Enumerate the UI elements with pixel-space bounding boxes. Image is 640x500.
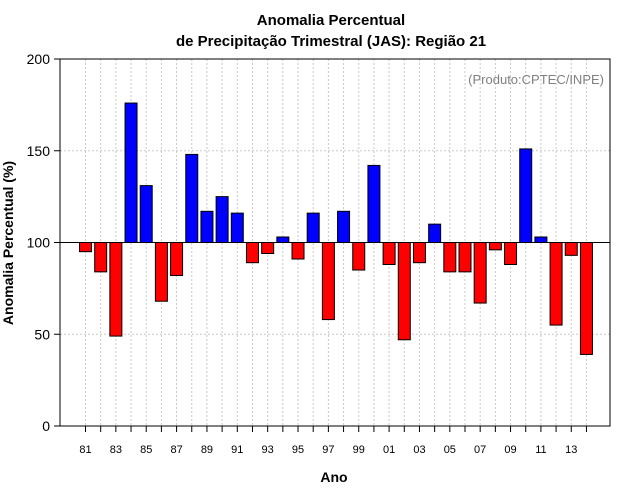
x-tick-label-83: 83: [110, 444, 122, 456]
x-tick-label-89: 89: [201, 444, 213, 456]
x-tick-label-81: 81: [79, 444, 91, 456]
bar-00: [367, 164, 381, 243]
bar-03: [412, 242, 426, 264]
x-tick-label-13: 13: [565, 444, 577, 456]
x-tick-label-97: 97: [322, 444, 334, 456]
x-tick-label-87: 87: [170, 444, 182, 456]
x-tick-label-05: 05: [444, 444, 456, 456]
chart-title-line-1: Anomalia Percentual: [257, 12, 405, 29]
y-tick-label-0: 0: [42, 418, 50, 434]
y-tick-label-150: 150: [27, 143, 51, 159]
x-tick-label-07: 07: [474, 444, 486, 456]
bar-13: [564, 242, 578, 256]
bars: [79, 102, 593, 355]
bar-90: [215, 196, 229, 243]
bar-95: [291, 242, 305, 260]
bar-99: [352, 242, 366, 271]
bar-89: [200, 210, 214, 243]
credit-annotation: (Produto:CPTEC/INPE): [468, 72, 604, 87]
x-tick-label-95: 95: [292, 444, 304, 456]
x-tick-label-01: 01: [383, 444, 395, 456]
bar-08: [488, 242, 502, 251]
x-axis-label: Ano: [320, 469, 347, 485]
grid-lines: [60, 58, 610, 427]
bar-06: [458, 242, 472, 273]
bar-85: [139, 185, 153, 244]
bar-11: [534, 236, 548, 243]
x-tick-label-03: 03: [413, 444, 425, 456]
bar-94: [276, 236, 290, 243]
y-tick-label-200: 200: [27, 51, 51, 67]
x-tick-label-11: 11: [535, 444, 546, 456]
y-tick-label-100: 100: [27, 235, 51, 251]
bar-97: [321, 242, 335, 321]
chart-title-line-2: de Precipitação Trimestral (JAS): Região…: [176, 33, 486, 50]
bar-98: [337, 210, 351, 243]
x-tick-label-91: 91: [231, 444, 243, 456]
bar-81: [79, 242, 92, 253]
bar-88: [185, 153, 199, 243]
x-tick-label-93: 93: [262, 444, 274, 456]
x-tick-label-99: 99: [353, 444, 365, 456]
bar-86: [154, 242, 168, 302]
bar-09: [504, 242, 518, 266]
bar-04: [428, 223, 442, 243]
x-axis: 81 83 85 87 89 91 93 95 97 99 01 03 05 07 09 11 13: [79, 426, 587, 456]
bar-96: [306, 212, 320, 243]
bar-91: [230, 212, 244, 243]
bar-93: [261, 242, 275, 255]
bar-87: [170, 242, 184, 277]
bar-14: [579, 242, 593, 355]
bar-83: [109, 242, 123, 337]
bar-02: [397, 242, 411, 341]
y-axis-label: Anomalia Percentual (%): [0, 161, 16, 325]
bar-12: [549, 242, 563, 326]
bar-84: [124, 102, 138, 244]
bar-07: [473, 242, 487, 304]
bar-05: [443, 242, 457, 273]
y-tick-label-50: 50: [34, 326, 50, 342]
bar-10: [519, 148, 533, 243]
y-axis: 0 50 100 150 200: [27, 51, 60, 434]
bar-82: [94, 242, 108, 273]
x-tick-label-85: 85: [140, 444, 152, 456]
bar-01: [382, 242, 396, 266]
x-tick-label-09: 09: [504, 444, 516, 456]
bar-92: [245, 242, 259, 264]
